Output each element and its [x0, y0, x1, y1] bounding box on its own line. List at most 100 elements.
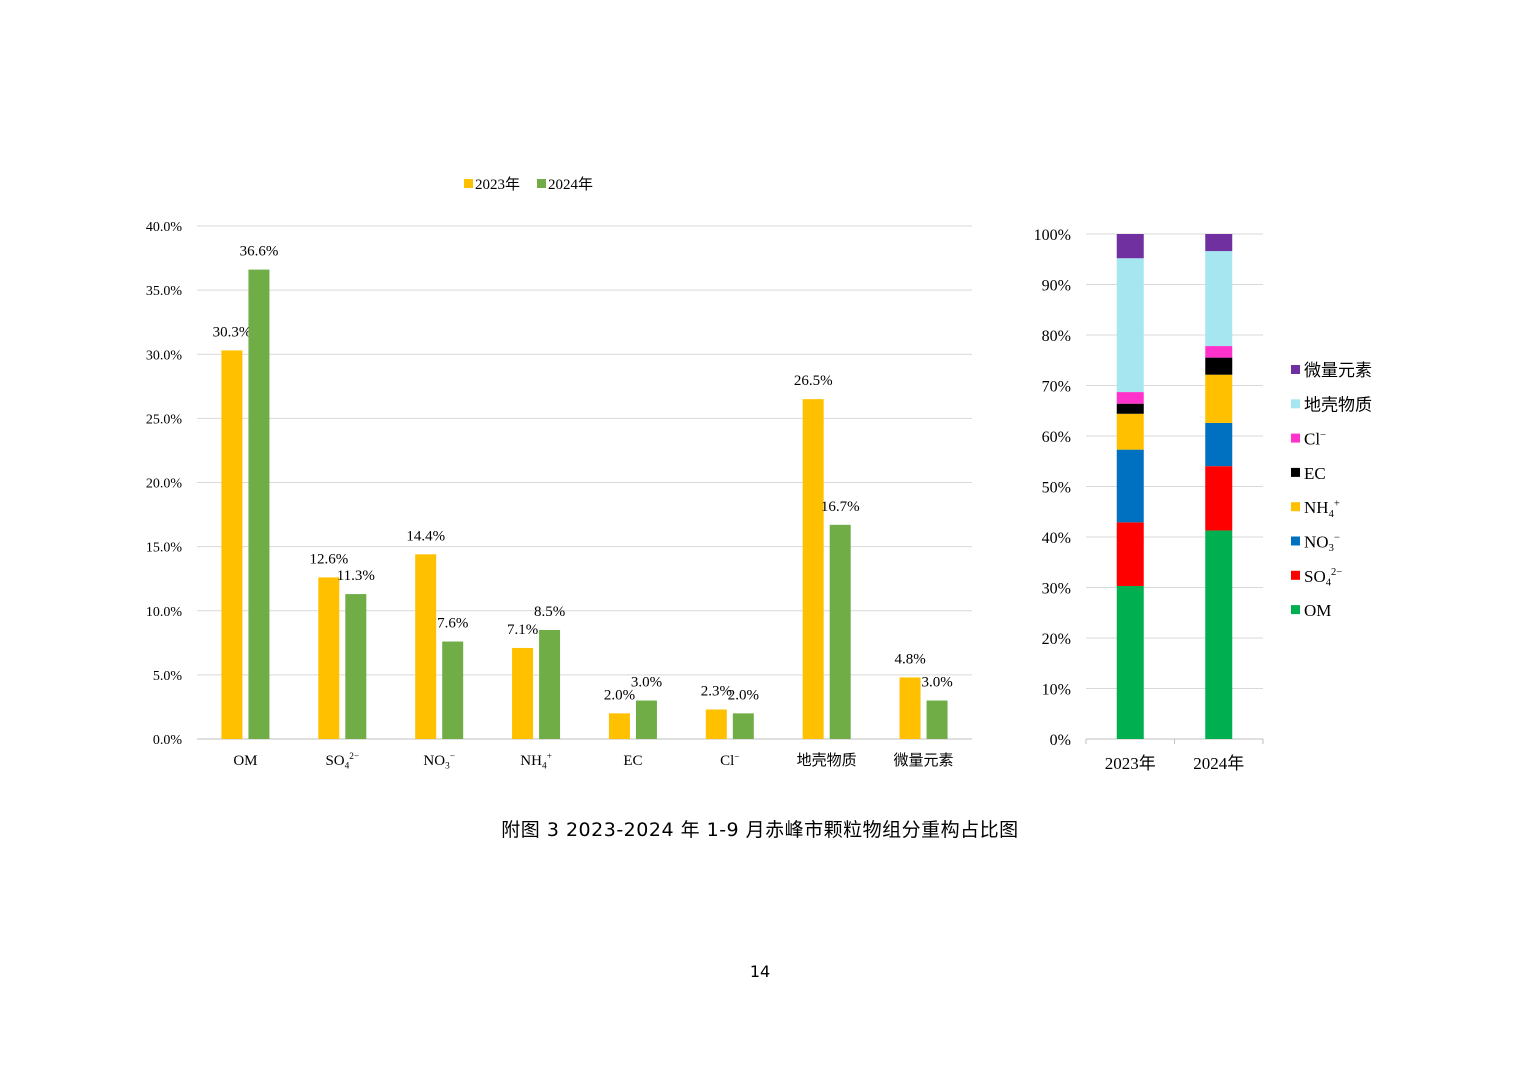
legend-label: OM — [1304, 601, 1331, 620]
y-tick-label: 20.0% — [146, 477, 183, 492]
legend-label: 地壳物质 — [1304, 395, 1372, 414]
bar-2024 — [926, 700, 948, 739]
stack-segment — [1116, 585, 1144, 739]
data-label: 4.8% — [894, 651, 925, 667]
data-label: 12.6% — [309, 551, 348, 567]
bar-2023 — [318, 577, 340, 739]
bar-2024 — [635, 700, 657, 739]
stack-segment — [1205, 422, 1233, 467]
legend: 2023年 2024年 — [464, 176, 593, 193]
figure-caption: 附图 3 2023-2024 年 1-9 月赤峰市颗粒物组分重构占比图 — [501, 819, 1019, 841]
stack-segment — [1116, 258, 1144, 393]
data-label: 3.0% — [921, 675, 952, 691]
x-tick-label: SO42− — [325, 752, 359, 771]
bar-2024 — [732, 713, 754, 739]
x-tick-label: OM — [233, 753, 257, 769]
legend-swatch — [1291, 502, 1300, 512]
y-tick-label: 25.0% — [146, 412, 183, 427]
y-tick-label: 5.0% — [153, 669, 183, 684]
y-tick-label: 40% — [1042, 530, 1071, 547]
bar-2023 — [899, 677, 921, 739]
y-tick-label: 50% — [1042, 480, 1071, 497]
y-tick-label: 10% — [1042, 682, 1071, 699]
y-tick-label: 30.0% — [146, 348, 183, 363]
legend-label: NH4+ — [1304, 498, 1340, 520]
legend-swatch — [1291, 365, 1300, 374]
legend-swatch — [1291, 605, 1300, 615]
data-label: 3.0% — [631, 675, 662, 691]
data-label: 8.5% — [534, 604, 565, 620]
bar-2023 — [221, 350, 243, 739]
y-tick-label: 100% — [1034, 227, 1071, 244]
legend-swatch — [1291, 536, 1300, 546]
legend-swatch — [1291, 570, 1300, 580]
stack-segment — [1205, 251, 1233, 347]
stack-segment — [1116, 403, 1144, 414]
x-tick-label: 地壳物质 — [797, 752, 857, 769]
y-tick-label: 90% — [1042, 278, 1071, 295]
legend-label: 2024年 — [548, 176, 593, 193]
legend-label: 2023年 — [475, 176, 520, 193]
y-tick-label: 35.0% — [146, 284, 183, 299]
y-tick-label: 15.0% — [146, 541, 183, 556]
stack-segment — [1205, 374, 1233, 423]
x-tick-label: NO3− — [423, 752, 455, 771]
x-tick-label: EC — [623, 753, 642, 769]
y-tick-label: 10.0% — [146, 605, 183, 620]
x-tick-label: 微量元素 — [894, 752, 954, 769]
bar-2023 — [802, 399, 824, 739]
data-label: 2.0% — [728, 687, 759, 703]
stack-segment — [1205, 530, 1233, 739]
stack-segment — [1116, 234, 1144, 259]
bar-2023 — [512, 647, 534, 739]
bar-2024 — [442, 641, 464, 739]
bar-2024 — [345, 594, 367, 739]
bar-2024 — [829, 524, 851, 739]
x-tick-label: NH4+ — [520, 752, 552, 771]
legend-swatch — [464, 179, 473, 188]
page-number: 14 — [749, 962, 771, 981]
y-tick-label: 40.0% — [146, 220, 183, 235]
y-tick-label: 0% — [1050, 732, 1071, 749]
stack-segment — [1205, 234, 1233, 252]
legend-swatch — [537, 179, 546, 188]
legend-swatch — [1291, 467, 1300, 477]
y-tick-label: 60% — [1042, 429, 1071, 446]
legend-label: 微量元素 — [1304, 361, 1372, 380]
y-tick-label: 0.0% — [153, 733, 183, 748]
legend-label: EC — [1304, 464, 1326, 483]
bar-2023 — [608, 713, 630, 739]
data-label: 7.6% — [437, 616, 468, 632]
bar-2023 — [415, 554, 437, 739]
x-tick-label: 2023年 — [1105, 754, 1156, 773]
y-tick-label: 20% — [1042, 631, 1071, 648]
data-label: 2.0% — [604, 687, 635, 703]
bar-2023 — [705, 709, 727, 739]
y-tick-label: 70% — [1042, 379, 1071, 396]
stack-segment — [1116, 392, 1144, 404]
stack-segment — [1205, 346, 1233, 358]
x-tick-label: Cl− — [720, 752, 739, 769]
data-label: 7.1% — [507, 622, 538, 638]
legend-label: Cl− — [1304, 430, 1326, 449]
stack-segment — [1116, 522, 1144, 586]
data-label: 36.6% — [240, 244, 279, 260]
legend-swatch — [1291, 399, 1300, 409]
data-label: 16.7% — [821, 499, 860, 515]
legend-label: SO42− — [1304, 567, 1342, 589]
legend-swatch — [1291, 433, 1300, 443]
stack-segment — [1116, 449, 1144, 523]
data-label: 30.3% — [213, 324, 252, 340]
stack-segment — [1205, 466, 1233, 531]
data-label: 2.3% — [701, 684, 732, 700]
bar-2024 — [248, 269, 270, 739]
data-label: 26.5% — [794, 373, 833, 389]
legend-label: NO3− — [1304, 533, 1340, 555]
y-tick-label: 30% — [1042, 581, 1071, 598]
x-tick-label: 2024年 — [1193, 754, 1244, 773]
data-label: 11.3% — [337, 568, 375, 584]
